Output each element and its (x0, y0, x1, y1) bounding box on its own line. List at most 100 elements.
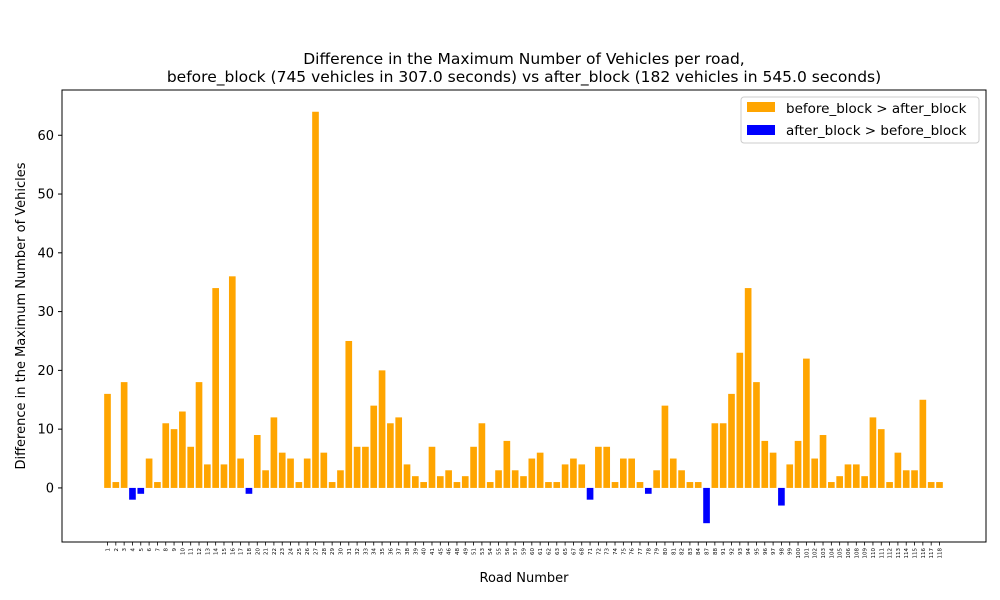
x-tick-label: 79 (655, 548, 661, 555)
x-tick-label: 24 (289, 548, 295, 555)
x-tick-label: 41 (430, 548, 436, 555)
bars-group (104, 111, 943, 524)
x-tick-label: 21 (264, 548, 270, 555)
x-tick-label: 7 (155, 548, 161, 552)
x-tick-label: 74 (613, 548, 619, 555)
bar-6 (145, 458, 153, 488)
x-tick-label: 28 (322, 548, 328, 555)
x-tick-label: 118 (938, 548, 944, 559)
x-tick-label: 117 (929, 548, 935, 559)
x-tick-label: 94 (746, 548, 752, 555)
x-tick-label: 17 (239, 548, 245, 555)
x-tick-label: 2 (114, 548, 120, 552)
x-tick-label: 53 (480, 548, 486, 555)
x-tick-label: 81 (671, 548, 677, 555)
x-tick-label: 105 (838, 548, 844, 559)
y-tick-label: 20 (37, 364, 54, 379)
bar-104 (828, 482, 835, 488)
y-tick-label: 0 (46, 481, 54, 496)
bar-103 (819, 435, 827, 488)
bar-67 (570, 458, 577, 488)
bar-56 (503, 440, 511, 488)
bar-112 (886, 482, 893, 488)
x-tick-label: 25 (297, 548, 303, 555)
x-tick-label: 55 (497, 548, 503, 555)
bar-77 (636, 482, 644, 488)
x-tick-label: 73 (605, 548, 611, 555)
bar-79 (653, 470, 660, 488)
x-tick-label: 99 (788, 548, 794, 555)
bar-41 (428, 446, 436, 488)
bar-96 (761, 440, 769, 488)
bar-72 (595, 446, 602, 488)
bar-48 (453, 482, 461, 488)
x-tick-label: 77 (638, 548, 644, 555)
x-tick-label: 111 (879, 548, 885, 559)
bar-13 (204, 464, 211, 488)
x-tick-label: 6 (147, 548, 153, 552)
bar-91 (719, 423, 727, 488)
x-tick-label: 87 (705, 548, 711, 555)
bar-11 (187, 446, 195, 488)
chart-title-line2: before_block (745 vehicles in 307.0 seco… (167, 68, 881, 87)
bar-78 (644, 487, 652, 494)
x-tick-label: 27 (314, 548, 320, 555)
legend-label-before: before_block > after_block (786, 101, 967, 117)
bar-55 (495, 470, 502, 488)
bar-10 (179, 411, 186, 488)
y-axis-label: Difference in the Maximum Number of Vehi… (14, 162, 29, 469)
x-tick-label: 109 (863, 548, 869, 559)
x-tick-label: 62 (546, 548, 552, 555)
x-tick-label: 16 (230, 548, 236, 555)
bar-95 (753, 382, 760, 488)
x-tick-label: 14 (214, 548, 220, 555)
x-tick-label: 34 (372, 548, 378, 555)
x-tick-label: 106 (846, 548, 852, 559)
bar-31 (345, 340, 353, 488)
chart-title-line1: Difference in the Maximum Number of Vehi… (303, 50, 745, 68)
y-tick-label: 60 (37, 129, 54, 144)
bar-92 (728, 393, 735, 488)
bar-35 (378, 370, 386, 488)
x-tick-label: 51 (472, 548, 478, 555)
bar-22 (270, 417, 278, 488)
bar-34 (370, 405, 378, 488)
legend: before_block > after_block after_block >… (740, 96, 980, 144)
legend-swatch-after (747, 125, 775, 135)
bar-45 (436, 476, 444, 488)
x-tick-label: 82 (680, 548, 686, 555)
bar-5 (137, 487, 145, 494)
x-tick-label: 97 (771, 548, 777, 555)
bar-7 (154, 482, 161, 488)
x-tick-label: 72 (596, 548, 602, 555)
x-tick-label: 68 (580, 548, 586, 555)
x-tick-label: 8 (164, 548, 170, 552)
x-tick-label: 31 (347, 548, 353, 555)
x-tick-label: 9 (172, 548, 178, 552)
bar-1 (104, 393, 111, 488)
bar-28 (320, 452, 328, 488)
bar-100 (794, 440, 802, 488)
x-tick-label: 103 (821, 548, 827, 559)
bar-82 (678, 470, 685, 488)
bar-105 (836, 476, 843, 488)
bar-73 (603, 446, 611, 488)
x-tick-label: 32 (355, 548, 361, 555)
x-tick-label: 113 (896, 548, 902, 559)
bar-81 (669, 458, 677, 488)
bar-14 (212, 288, 219, 488)
x-tick-label: 49 (463, 548, 469, 555)
bar-23 (278, 452, 286, 488)
bar-17 (237, 458, 244, 488)
bar-114 (902, 470, 910, 488)
bar-57 (511, 470, 519, 488)
x-tick-label: 56 (505, 548, 511, 555)
y-tick-label: 30 (37, 305, 54, 320)
bar-94 (744, 288, 752, 488)
bar-49 (461, 476, 469, 488)
x-tick-label: 114 (904, 548, 910, 559)
bar-3 (120, 382, 128, 488)
bar-25 (295, 482, 303, 488)
x-tick-label: 110 (871, 548, 877, 559)
x-tick-label: 59 (522, 548, 528, 555)
